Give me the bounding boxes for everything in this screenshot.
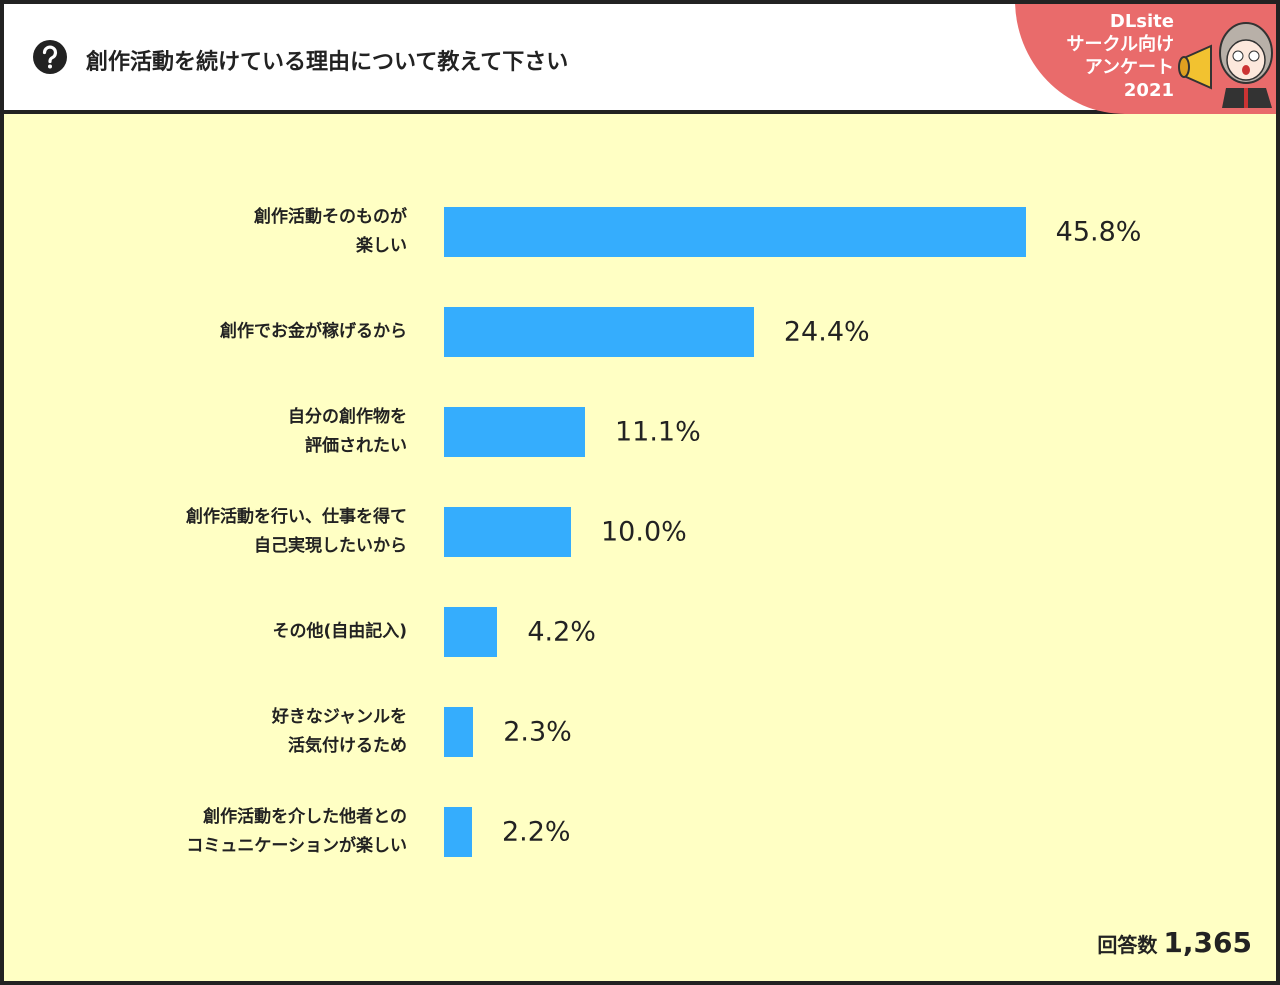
header: 創作活動を続けている理由について教えて下さい DLsite サークル向け アンケ… [4, 4, 1276, 114]
category-label: 創作でお金が稼げるから [220, 321, 407, 342]
value-label: 45.8% [1055, 216, 1142, 248]
value-label: 11.1% [614, 416, 701, 448]
bar [444, 307, 754, 357]
category-label: 自分の創作物を 評価されたい [288, 407, 407, 456]
value-label: 2.3% [503, 716, 572, 748]
category-label: その他(自由記入) [272, 621, 407, 642]
value-label: 4.2% [527, 616, 596, 648]
response-count-label: 回答数 [1097, 933, 1158, 957]
category-label: 創作活動を行い、仕事を得て 自己実現したいから [186, 507, 407, 556]
bar [444, 507, 571, 557]
response-count: 回答数 1,365 [1097, 926, 1252, 959]
category-label: 創作活動を介した他者との コミュニケーションが楽しい [186, 807, 407, 856]
category-label: 創作活動そのものが 楽しい [254, 207, 407, 256]
value-label: 24.4% [783, 316, 870, 348]
category-label: 好きなジャンルを 活気付けるため [271, 707, 407, 756]
chart-title: 創作活動を続けている理由について教えて下さい [86, 50, 569, 75]
value-label: 10.0% [601, 516, 687, 548]
bar [444, 407, 585, 457]
value-label: 2.2% [501, 816, 571, 848]
badge: DLsite サークル向け アンケート 2021 [1066, 11, 1174, 101]
question-icon [33, 40, 67, 74]
bar [444, 207, 1026, 257]
response-count-value: 1,365 [1163, 926, 1252, 959]
bar [444, 607, 498, 657]
bar [444, 707, 474, 757]
bar [444, 807, 472, 857]
mascot [1178, 22, 1273, 108]
